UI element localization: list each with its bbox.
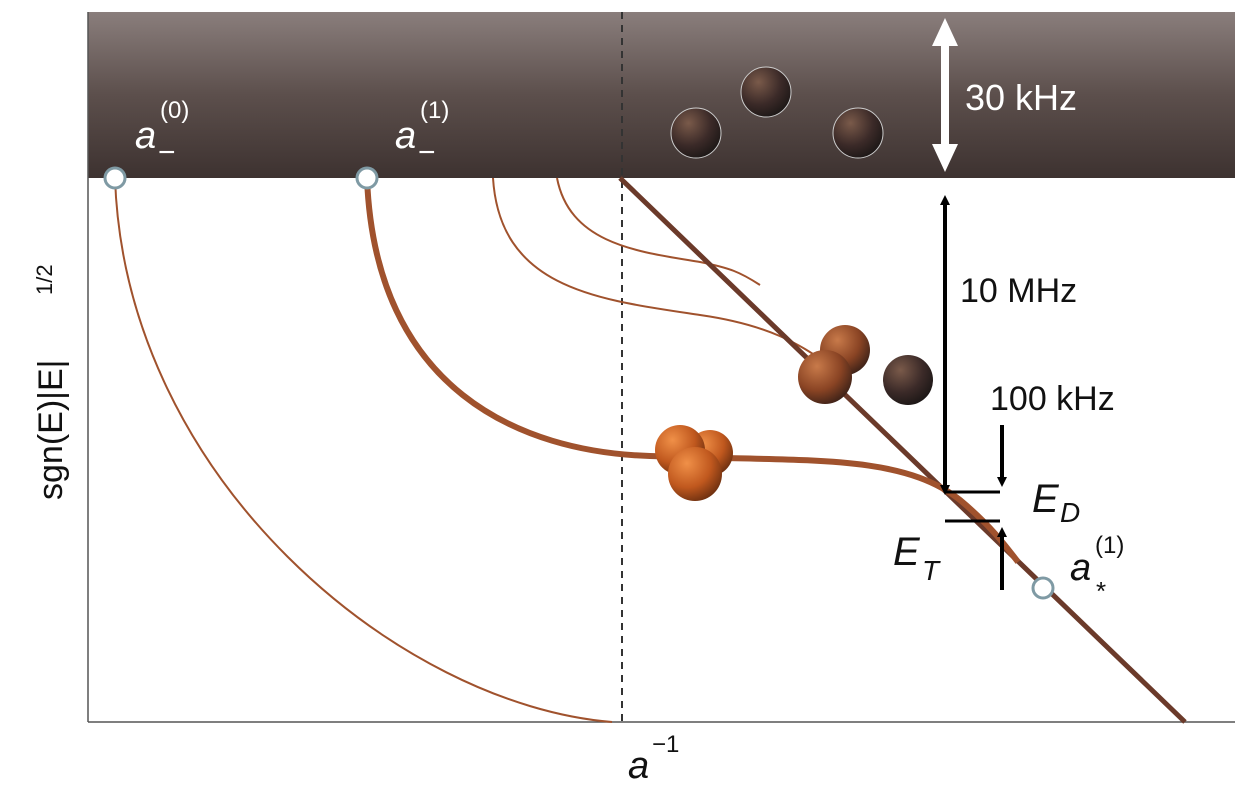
resonance-point bbox=[105, 168, 125, 188]
point-sub: * bbox=[1096, 576, 1106, 606]
point-label: a bbox=[395, 115, 416, 157]
diagram: 30 kHz 10 MHz 100 kHz E D E T a (0) − a … bbox=[0, 0, 1235, 787]
dimer-atom bbox=[798, 350, 852, 404]
point-sup: (1) bbox=[420, 97, 449, 124]
y-axis-sup: 1/2 bbox=[32, 264, 57, 295]
y-axis-label-group: sgn(E)|E| 1/2 bbox=[32, 264, 70, 500]
gap-label: 100 kHz bbox=[990, 380, 1115, 418]
trimer-curve-3 bbox=[557, 178, 760, 285]
trimer-atom bbox=[668, 447, 722, 501]
atom bbox=[741, 67, 791, 117]
resonance-point bbox=[1033, 578, 1053, 598]
gap-label: 10 MHz bbox=[960, 272, 1077, 310]
trimer-curve-2 bbox=[493, 178, 825, 362]
trimer-curve-0 bbox=[115, 178, 612, 722]
point-sub: − bbox=[158, 136, 176, 169]
energy-label: E bbox=[893, 530, 921, 574]
atom bbox=[883, 355, 933, 405]
x-axis-sup: −1 bbox=[652, 731, 679, 758]
band-label: 30 kHz bbox=[965, 77, 1077, 118]
point-sub: − bbox=[418, 136, 436, 169]
point-label: a bbox=[135, 115, 156, 157]
y-axis-label: sgn(E)|E| bbox=[32, 360, 70, 500]
resonance-point bbox=[357, 168, 377, 188]
atom bbox=[833, 108, 883, 158]
energy-label: E bbox=[1032, 477, 1060, 521]
point-label: a bbox=[1070, 547, 1091, 589]
x-axis-label: a bbox=[628, 745, 649, 787]
point-sup: (1) bbox=[1095, 532, 1124, 559]
point-sup: (0) bbox=[160, 97, 189, 124]
energy-sub: D bbox=[1060, 497, 1080, 528]
energy-sub: T bbox=[922, 555, 941, 586]
atom bbox=[671, 108, 721, 158]
